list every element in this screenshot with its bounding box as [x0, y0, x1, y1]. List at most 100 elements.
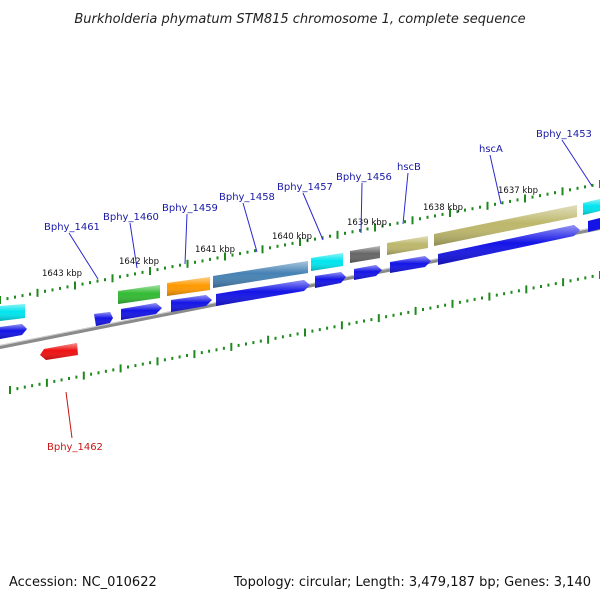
upper-row-tick: [126, 273, 129, 277]
lower-row-tick: [495, 293, 498, 297]
lower-row-tick: [466, 299, 469, 303]
gene-label-bphy-1456[interactable]: Bphy_1456: [336, 172, 392, 183]
feature-shading: [0, 199, 600, 321]
lower-row-tick: [9, 386, 11, 394]
lower-row-tick: [215, 348, 218, 352]
upper-row-tick: [171, 265, 174, 269]
upper-row-tick: [554, 191, 556, 195]
gene-label-hscb[interactable]: hscB: [397, 162, 421, 173]
upper-row-tick: [464, 208, 466, 212]
lower-row-tick: [31, 384, 34, 388]
lower-row-tick: [422, 308, 424, 311]
upper-row-tick: [156, 268, 159, 272]
lower-row-tick: [481, 296, 483, 300]
leader-bphy-1461: [68, 232, 99, 280]
upper-row-tick: [66, 285, 69, 289]
upper-row-tick: [51, 288, 54, 292]
upper-row-tick: [306, 239, 309, 243]
upper-row-tick: [44, 289, 46, 293]
lower-row-tick: [591, 274, 594, 278]
lower-row-tick: [414, 306, 417, 315]
upper-row-tick: [246, 250, 249, 254]
upper-row-tick: [576, 186, 579, 190]
upper-row-tick: [344, 231, 346, 235]
upper-row-tick: [494, 202, 496, 206]
leader-bphy-1457: [302, 192, 324, 241]
lower-row-tick: [569, 279, 572, 283]
lower-row-tick: [429, 306, 432, 310]
lower-row-tick: [348, 322, 351, 326]
upper-row-tick: [449, 209, 451, 217]
gene-labels: Bphy_1461 Bphy_1460 Bphy_1459 Bphy_1458 …: [44, 129, 592, 453]
upper-row-tick: [516, 198, 519, 202]
map-title: Burkholderia phymatum STM815 chromosome …: [74, 12, 525, 27]
upper-row-tick: [404, 220, 406, 224]
gene-label-bphy-1460[interactable]: Bphy_1460: [103, 212, 159, 223]
upper-row-tick: [0, 296, 1, 304]
upper-row-tick: [561, 187, 564, 196]
upper-row-tick: [486, 201, 489, 210]
sequence-summary: Topology: circular; Length: 3,479,187 bp…: [233, 575, 591, 590]
lower-row-tick: [97, 371, 100, 375]
gene-label-bphy-1462[interactable]: Bphy_1462: [47, 442, 103, 453]
lower-row-tick: [377, 314, 380, 323]
lower-row-tick: [473, 297, 476, 301]
upper-row-tick: [509, 199, 511, 203]
lower-row-tick: [119, 364, 122, 373]
lower-row-tick: [444, 303, 447, 307]
lower-row-tick: [75, 375, 78, 379]
leader-hsca: [489, 154, 502, 205]
lower-row-tick: [134, 364, 137, 368]
reverse-strand-track: [40, 343, 78, 360]
lower-row-tick: [200, 351, 203, 355]
upper-row-tick: [456, 210, 459, 214]
lower-row-tick: [363, 319, 365, 323]
upper-row-tick: [179, 263, 181, 267]
upper-row-tick: [389, 223, 391, 227]
gene-label-bphy-1453[interactable]: Bphy_1453: [536, 129, 592, 140]
leader-bphy-1462: [65, 391, 73, 439]
lower-row-tick: [576, 277, 579, 281]
upper-row-tick: [351, 230, 354, 234]
lower-row-tick: [193, 350, 196, 359]
lower-row-tick: [53, 379, 56, 383]
tick-label-1641: 1641 kbp: [195, 245, 235, 255]
cds-track: [0, 218, 600, 339]
upper-row-tick: [411, 216, 414, 225]
upper-row-tick: [239, 252, 241, 256]
lower-row-tick: [399, 312, 402, 316]
upper-row-tick: [299, 238, 301, 246]
gene-feature-track: [0, 199, 600, 321]
upper-row-tick: [29, 292, 31, 296]
lower-row-tick: [60, 378, 63, 382]
lower-row-tick: [281, 335, 284, 339]
tick-label-1637: 1637 kbp: [498, 186, 538, 196]
upper-row-tick: [291, 241, 294, 245]
upper-row-tick: [569, 188, 571, 192]
lower-row-tick: [141, 362, 144, 366]
lower-row-tick: [311, 329, 314, 333]
gene-label-bphy-1459[interactable]: Bphy_1459: [162, 203, 218, 214]
lower-row-tick: [547, 283, 550, 287]
lower-row-tick: [554, 282, 557, 286]
cds-arrow-10[interactable]: [588, 218, 600, 232]
leader-bphy-1453: [561, 139, 593, 187]
gene-label-bphy-1458[interactable]: Bphy_1458: [219, 192, 275, 203]
lower-row-tick: [274, 336, 277, 340]
lower-row-tick: [385, 315, 388, 319]
upper-row-tick: [14, 295, 16, 299]
lower-row-tick: [296, 332, 299, 336]
gene-label-hsca[interactable]: hscA: [479, 144, 503, 155]
upper-row-tick: [546, 192, 549, 196]
lower-row-tick: [510, 290, 513, 294]
gene-label-bphy-1461[interactable]: Bphy_1461: [44, 222, 100, 233]
gene-label-bphy-1457[interactable]: Bphy_1457: [277, 182, 333, 193]
upper-row-tick: [366, 227, 369, 231]
upper-row-tick: [329, 234, 331, 238]
lower-row-tick: [23, 385, 26, 389]
upper-row-tick: [501, 201, 504, 205]
upper-row-tick: [539, 194, 541, 198]
upper-row-tick: [381, 224, 384, 228]
tick-row-lower: [9, 271, 600, 394]
lower-row-tick: [45, 378, 48, 387]
